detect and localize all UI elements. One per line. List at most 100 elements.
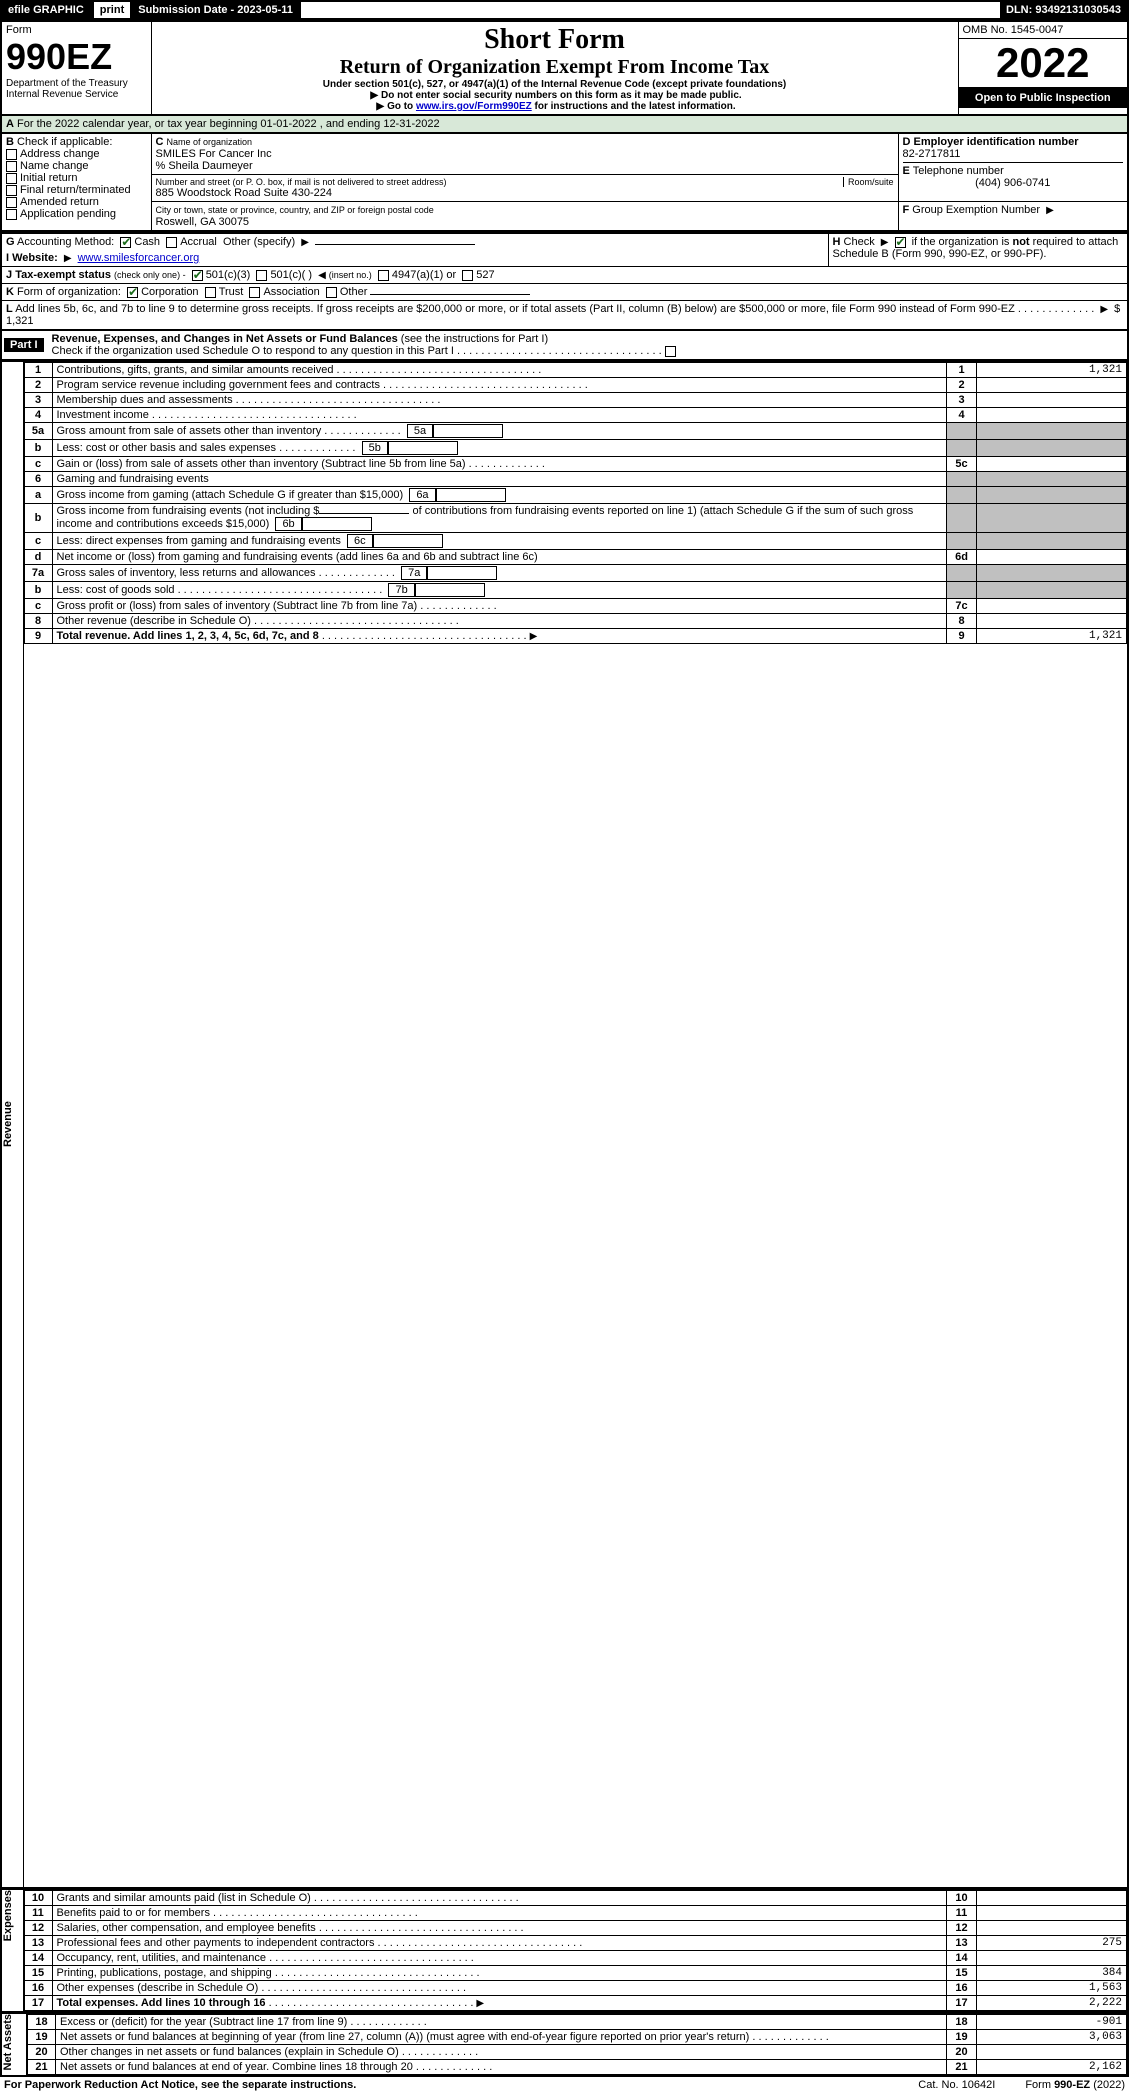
cb-amended[interactable]: Amended return	[6, 196, 147, 208]
K-label: Form of organization:	[17, 286, 121, 298]
K-assoc: Association	[263, 286, 319, 298]
F-label: Group Exemption Number	[912, 204, 1040, 216]
tax-year: 2022	[959, 39, 1128, 88]
row-5b: bLess: cost or other basis and sales exp…	[24, 440, 1127, 457]
expenses-lines: 10Grants and similar amounts paid (list …	[24, 1890, 1128, 2011]
ghijkl-table: G Accounting Method: Cash Accrual Other …	[0, 232, 1129, 331]
revenue-lines: 1Contributions, gifts, grants, and simil…	[24, 362, 1128, 644]
care-of: % Sheila Daumeyer	[156, 160, 253, 172]
cb-association[interactable]	[249, 287, 260, 298]
H-text1: Check	[844, 236, 875, 248]
part1-hint: (see the instructions for Part I)	[401, 333, 548, 345]
arrow-icon	[373, 101, 387, 112]
dept-treasury: Department of the Treasury Internal Reve…	[6, 78, 147, 100]
cb-name-change[interactable]: Name change	[6, 160, 147, 172]
J-501c3: 501(c)(3)	[206, 269, 251, 281]
part1-heading: Part I Revenue, Expenses, and Changes in…	[0, 331, 1129, 361]
cb-schedule-b-not-required[interactable]	[895, 237, 906, 248]
cb-initial-return[interactable]: Initial return	[6, 172, 147, 184]
header-table: Form 990EZ Department of the Treasury In…	[0, 20, 1129, 116]
cb-other-org[interactable]	[326, 287, 337, 298]
row-6d: dNet income or (loss) from gaming and fu…	[24, 550, 1127, 565]
J-label: Tax-exempt status	[15, 269, 111, 281]
B-amend: Amended return	[20, 196, 99, 208]
ssn-warning: Do not enter social security numbers on …	[156, 90, 954, 101]
cb-final-return[interactable]: Final return/terminated	[6, 184, 147, 196]
print-button[interactable]: print	[92, 2, 132, 18]
row-21: 21Net assets or fund balances at end of …	[28, 2060, 1127, 2075]
B-app: Application pending	[20, 208, 116, 220]
K-corp: Corporation	[141, 286, 198, 298]
under-section: Under section 501(c), 527, or 4947(a)(1)…	[156, 79, 954, 90]
dot-leader	[1018, 303, 1094, 315]
row-16: 16Other expenses (describe in Schedule O…	[24, 1981, 1127, 1996]
row-17: 17Total expenses. Add lines 10 through 1…	[24, 1996, 1127, 2011]
cb-cash[interactable]	[120, 237, 131, 248]
ein: 82-2717811	[903, 148, 961, 160]
cb-accrual[interactable]	[166, 237, 177, 248]
street-address: 885 Woodstock Road Suite 430-224	[156, 187, 333, 199]
arrow-icon	[298, 236, 312, 248]
row-19: 19Net assets or fund balances at beginni…	[28, 2030, 1127, 2045]
cb-501c3[interactable]	[192, 270, 203, 281]
C-label: Name of organization	[167, 137, 253, 147]
website-link[interactable]: www.smilesforcancer.org	[78, 252, 200, 264]
cb-schedule-o-used[interactable]	[665, 346, 676, 357]
open-to-public: Open to Public Inspection	[959, 88, 1128, 108]
G-label: Accounting Method:	[17, 236, 114, 248]
side-netassets: Net Assets	[2, 2014, 14, 2070]
row-5a: 5aGross amount from sale of assets other…	[24, 423, 1127, 440]
row-9: 9Total revenue. Add lines 1, 2, 3, 4, 5c…	[24, 629, 1127, 644]
D-label: Employer identification number	[914, 136, 1079, 148]
cb-application-pending[interactable]: Application pending	[6, 208, 147, 220]
line-A-text: For the 2022 calendar year, or tax year …	[17, 118, 440, 130]
row-6b: bGross income from fundraising events (n…	[24, 504, 1127, 533]
goto-instructions: Go to www.irs.gov/Form990EZ for instruct…	[156, 101, 954, 112]
G-other: Other (specify)	[223, 236, 295, 248]
left-arrow-icon	[315, 269, 329, 281]
side-revenue: Revenue	[2, 362, 14, 1887]
row-12: 12Salaries, other compensation, and empl…	[24, 1921, 1127, 1936]
G-other-field[interactable]	[315, 244, 475, 245]
submission-date: Submission Date - 2023-05-11	[132, 2, 301, 18]
row-3: 3Membership dues and assessments3	[24, 393, 1127, 408]
cb-527[interactable]	[462, 270, 473, 281]
row-5c: cGain or (loss) from sale of assets othe…	[24, 457, 1127, 472]
row-6c: cLess: direct expenses from gaming and f…	[24, 533, 1127, 550]
line-A: A For the 2022 calendar year, or tax yea…	[0, 116, 1129, 132]
K-other-field[interactable]	[370, 294, 530, 295]
footer-left: For Paperwork Reduction Act Notice, see …	[4, 2079, 888, 2091]
row-6: 6Gaming and fundraising events	[24, 472, 1127, 487]
row-8: 8Other revenue (describe in Schedule O)8	[24, 614, 1127, 629]
footer: For Paperwork Reduction Act Notice, see …	[0, 2077, 1129, 2093]
footer-right: Form 990-EZ (2022)	[1025, 2079, 1125, 2091]
side-expenses: Expenses	[2, 1890, 14, 1941]
row-13: 13Professional fees and other payments t…	[24, 1936, 1127, 1951]
row-18: 18Excess or (deficit) for the year (Subt…	[28, 2015, 1127, 2030]
city-label: City or town, state or province, country…	[156, 205, 434, 215]
title-short-form: Short Form	[156, 24, 954, 56]
row-4: 4Investment income4	[24, 408, 1127, 423]
bcdef-table: B Check if applicable: Address change Na…	[0, 132, 1129, 232]
cb-address-change[interactable]: Address change	[6, 148, 147, 160]
irs-link[interactable]: www.irs.gov/Form990EZ	[416, 101, 532, 112]
cb-501c[interactable]	[256, 270, 267, 281]
efile-graphic-label: efile GRAPHIC	[2, 2, 92, 18]
arrow-icon	[1097, 303, 1111, 315]
row-7a: 7aGross sales of inventory, less returns…	[24, 565, 1127, 582]
netassets-lines: 18Excess or (deficit) for the year (Subt…	[27, 2014, 1127, 2075]
G-accrual: Accrual	[180, 236, 217, 248]
arrow-icon	[367, 90, 381, 101]
J-527: 527	[476, 269, 494, 281]
B-name: Name change	[20, 160, 89, 172]
cb-4947a1[interactable]	[378, 270, 389, 281]
footer-catno: Cat. No. 10642I	[888, 2079, 1025, 2091]
row-7c: cGross profit or (loss) from sales of in…	[24, 599, 1127, 614]
E-label: Telephone number	[913, 165, 1004, 177]
arrow-icon	[878, 236, 892, 248]
cb-trust[interactable]	[205, 287, 216, 298]
H-text2: if the organization is not required to a…	[833, 236, 1119, 260]
telephone: (404) 906-0741	[903, 177, 1124, 189]
cb-corporation[interactable]	[127, 287, 138, 298]
J-insert: (insert no.)	[329, 270, 372, 280]
